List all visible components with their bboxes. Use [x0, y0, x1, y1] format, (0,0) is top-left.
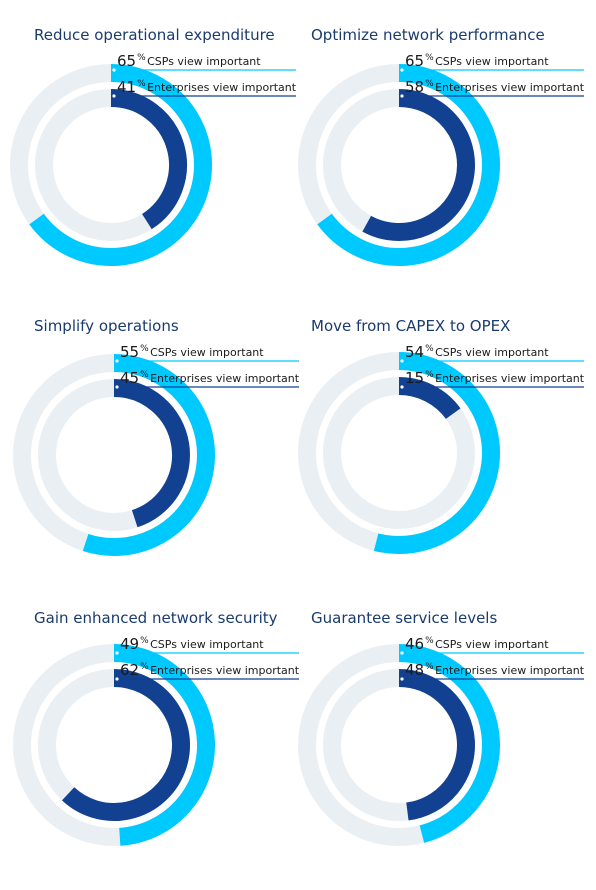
- unit-label: %: [140, 636, 149, 646]
- enterprise-arc: [113, 379, 190, 528]
- leader-dot: [399, 93, 405, 99]
- csp-arc: [317, 64, 500, 266]
- csp-series-label: CSPs view important: [435, 638, 549, 651]
- unit-label: %: [425, 79, 434, 89]
- leader-dot: [114, 650, 120, 656]
- leader-dot: [399, 358, 405, 364]
- leader-dot: [399, 67, 405, 73]
- enterprise-series-label: Enterprises view important: [150, 664, 300, 677]
- leader-dot: [111, 67, 117, 73]
- chart-title: Gain enhanced network security: [34, 609, 278, 627]
- unit-label: %: [137, 53, 146, 63]
- enterprise-series-label: Enterprises view important: [435, 81, 585, 94]
- unit-label: %: [425, 344, 434, 354]
- leader-dot: [114, 358, 120, 364]
- csp-series-label: CSPs view important: [150, 346, 264, 359]
- unit-label: %: [425, 370, 434, 380]
- csp-arc: [398, 644, 500, 843]
- unit-label: %: [425, 53, 434, 63]
- enterprise-value-label: 15: [405, 369, 424, 387]
- enterprise-arc: [61, 669, 190, 821]
- unit-label: %: [140, 344, 149, 354]
- enterprise-series-label: Enterprises view important: [150, 372, 300, 385]
- chart-title: Simplify operations: [34, 317, 179, 335]
- leader-dot: [399, 676, 405, 682]
- csp-arc: [29, 64, 212, 266]
- csp-arc: [82, 354, 215, 556]
- csp-series-label: CSPs view important: [150, 638, 264, 651]
- enterprise-value-label: 48: [405, 661, 424, 679]
- csp-series-label: CSPs view important: [147, 55, 261, 68]
- csp-series-label: CSPs view important: [435, 346, 549, 359]
- enterprise-arc: [398, 377, 461, 420]
- chart-title: Move from CAPEX to OPEX: [311, 317, 510, 335]
- unit-label: %: [140, 370, 149, 380]
- unit-label: %: [425, 662, 434, 672]
- csp-value-label: 54: [405, 343, 424, 361]
- leader-dot: [114, 384, 120, 390]
- enterprise-value-label: 45: [120, 369, 139, 387]
- csp-value-label: 65: [405, 52, 424, 70]
- unit-label: %: [140, 662, 149, 672]
- enterprise-series-label: Enterprises view important: [147, 81, 297, 94]
- chart-title: Guarantee service levels: [311, 609, 497, 627]
- enterprise-series-label: Enterprises view important: [435, 372, 585, 385]
- csp-arc: [373, 352, 500, 554]
- csp-arc: [113, 644, 215, 846]
- csp-value-label: 49: [120, 635, 139, 653]
- enterprise-arc: [362, 89, 475, 241]
- leader-dot: [399, 384, 405, 390]
- enterprise-value-label: 58: [405, 78, 424, 96]
- enterprise-arc: [398, 669, 475, 821]
- csp-value-label: 55: [120, 343, 139, 361]
- csp-value-label: 65: [117, 52, 136, 70]
- leader-dot: [111, 93, 117, 99]
- csp-value-label: 46: [405, 635, 424, 653]
- chart-title: Optimize network performance: [311, 26, 545, 44]
- unit-label: %: [137, 79, 146, 89]
- enterprise-series-label: Enterprises view important: [435, 664, 585, 677]
- leader-dot: [399, 650, 405, 656]
- enterprise-value-label: 62: [120, 661, 139, 679]
- enterprise-value-label: 41: [117, 78, 136, 96]
- leader-dot: [114, 676, 120, 682]
- unit-label: %: [425, 636, 434, 646]
- enterprise-arc: [110, 89, 187, 230]
- chart-title: Reduce operational expenditure: [34, 26, 275, 44]
- csp-series-label: CSPs view important: [435, 55, 549, 68]
